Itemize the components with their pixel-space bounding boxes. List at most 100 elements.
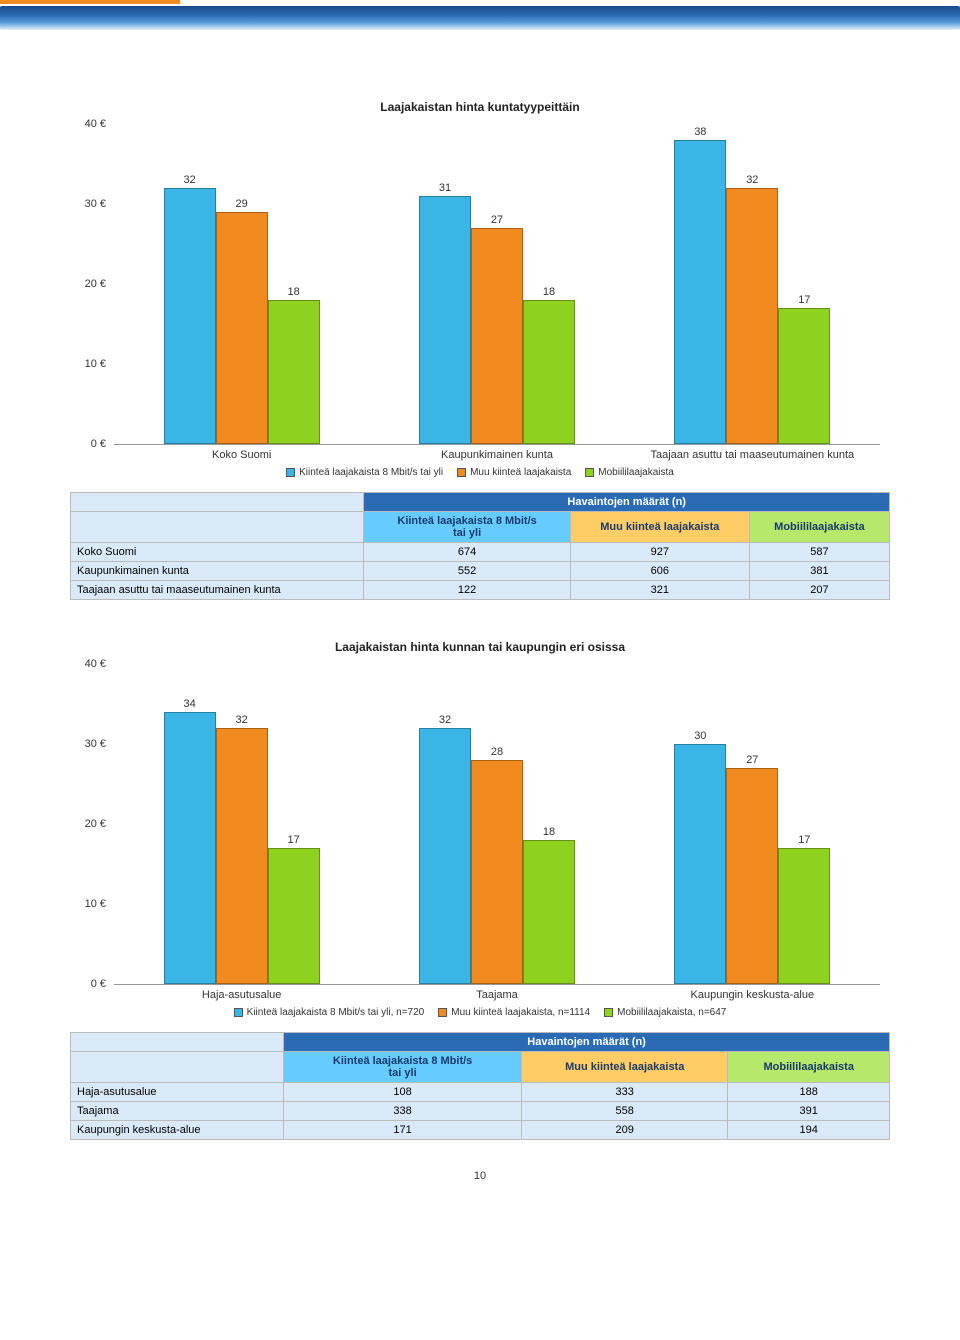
bar-group: 32 29 18 bbox=[114, 174, 369, 444]
legend-item: Kiinteä laajakaista 8 Mbit/s tai yli bbox=[286, 467, 443, 478]
bar-wrap: 18 bbox=[523, 826, 575, 984]
table-row-label: Koko Suomi bbox=[71, 543, 364, 562]
legend-item: Mobiililaajakaista bbox=[585, 467, 674, 478]
table-row-label: Haja-asutusalue bbox=[71, 1083, 284, 1102]
bar-wrap: 38 bbox=[674, 126, 726, 444]
table-row-label: Kaupunkimainen kunta bbox=[71, 562, 364, 581]
bar-group: 30 2717 bbox=[625, 730, 880, 984]
bar-value-label: 29 bbox=[236, 198, 248, 210]
x-label: Haja-asutusalue bbox=[114, 989, 369, 1001]
table-cell: 194 bbox=[728, 1121, 890, 1140]
bar bbox=[523, 300, 575, 444]
bar-group: 3127 18 bbox=[369, 182, 624, 444]
table-row-label: Kaupungin keskusta-alue bbox=[71, 1121, 284, 1140]
table-cell: 209 bbox=[522, 1121, 728, 1140]
table-corner bbox=[71, 1033, 284, 1052]
y-tick: 20 € bbox=[85, 278, 106, 290]
bar-value-label: 18 bbox=[288, 286, 300, 298]
bar bbox=[164, 712, 216, 984]
bar bbox=[471, 760, 523, 984]
legend-swatch bbox=[604, 1008, 613, 1017]
chart-1-plot: 32 29 18 3127 18 38 32 17 bbox=[114, 124, 880, 444]
table-cell: 606 bbox=[570, 562, 749, 581]
bar-wrap: 32 bbox=[726, 174, 778, 444]
table-cell: 674 bbox=[364, 543, 570, 562]
bar bbox=[216, 212, 268, 444]
bar-wrap: 32 bbox=[216, 714, 268, 984]
bar-value-label: 34 bbox=[184, 698, 196, 710]
bar-value-label: 18 bbox=[543, 286, 555, 298]
chart-2: Laajakaistan hinta kunnan tai kaupungin … bbox=[70, 640, 890, 1140]
bar bbox=[164, 188, 216, 444]
chart-2-legend: Kiinteä laajakaista 8 Mbit/s tai yli, n=… bbox=[70, 1007, 890, 1018]
table-cell: 171 bbox=[284, 1121, 522, 1140]
chart-1-xlabels: Koko SuomiKaupunkimainen kuntaTaajaan as… bbox=[114, 449, 880, 461]
legend-label: Kiinteä laajakaista 8 Mbit/s tai yli bbox=[299, 467, 443, 478]
chart-2-xlabels: Haja-asutusalueTaajamaKaupungin keskusta… bbox=[114, 989, 880, 1001]
table-cell: 108 bbox=[284, 1083, 522, 1102]
bar-wrap: 27 bbox=[726, 754, 778, 984]
chart-2-title: Laajakaistan hinta kunnan tai kaupungin … bbox=[70, 640, 890, 654]
bar-value-label: 32 bbox=[236, 714, 248, 726]
y-tick: 10 € bbox=[85, 898, 106, 910]
table-column-header: Muu kiinteä laajakaista bbox=[570, 512, 749, 543]
y-tick: 40 € bbox=[85, 118, 106, 130]
table-cell: 558 bbox=[522, 1102, 728, 1121]
bar-value-label: 17 bbox=[798, 294, 810, 306]
table-cell: 338 bbox=[284, 1102, 522, 1121]
bar bbox=[268, 848, 320, 984]
bar-wrap: 17 bbox=[268, 834, 320, 984]
x-label: Taajaan asuttu tai maaseutumainen kunta bbox=[625, 449, 880, 461]
bar-value-label: 18 bbox=[543, 826, 555, 838]
table-row: Haja-asutusalue108333188 bbox=[71, 1083, 890, 1102]
legend-swatch bbox=[234, 1008, 243, 1017]
x-label: Kaupunkimainen kunta bbox=[369, 449, 624, 461]
bar-wrap: 18 bbox=[268, 286, 320, 444]
legend-swatch bbox=[457, 468, 466, 477]
table-row: Kaupunkimainen kunta552606381 bbox=[71, 562, 890, 581]
bar-value-label: 30 bbox=[694, 730, 706, 742]
table-header-main: Havaintojen määrät (n) bbox=[364, 493, 890, 512]
table-cell: 333 bbox=[522, 1083, 728, 1102]
bar-group: 322818 bbox=[369, 714, 624, 984]
chart-1-frame: 0 €10 €20 €30 €40 € 322918312718383217 bbox=[114, 124, 880, 445]
table-cell: 188 bbox=[728, 1083, 890, 1102]
bar bbox=[726, 188, 778, 444]
table-column-header: Kiinteä laajakaista 8 Mbit/s tai yli bbox=[364, 512, 570, 543]
bar bbox=[216, 728, 268, 984]
table-2: Havaintojen määrät (n)Kiinteä laajakaist… bbox=[70, 1032, 890, 1140]
bar bbox=[778, 308, 830, 444]
bar-wrap: 31 bbox=[419, 182, 471, 444]
legend-item: Muu kiinteä laajakaista bbox=[457, 467, 571, 478]
bar bbox=[674, 140, 726, 444]
table-1: Havaintojen määrät (n)Kiinteä laajakaist… bbox=[70, 492, 890, 600]
bar-wrap: 27 bbox=[471, 214, 523, 444]
bar-value-label: 32 bbox=[746, 174, 758, 186]
y-tick: 40 € bbox=[85, 658, 106, 670]
legend-label: Muu kiinteä laajakaista bbox=[470, 467, 571, 478]
bar-wrap: 18 bbox=[523, 286, 575, 444]
table-column-header: Mobiililaajakaista bbox=[728, 1052, 890, 1083]
x-label: Koko Suomi bbox=[114, 449, 369, 461]
legend-swatch bbox=[585, 468, 594, 477]
bar bbox=[726, 768, 778, 984]
table-header-main: Havaintojen määrät (n) bbox=[284, 1033, 890, 1052]
table-cell: 122 bbox=[364, 581, 570, 600]
bar bbox=[419, 196, 471, 444]
table-row-label: Taajaan asuttu tai maaseutumainen kunta bbox=[71, 581, 364, 600]
bar-wrap: 32 bbox=[419, 714, 471, 984]
bar-wrap: 29 bbox=[216, 198, 268, 444]
chart-2-plot: 343217322818302717 bbox=[114, 664, 880, 984]
y-tick: 10 € bbox=[85, 358, 106, 370]
legend-label: Muu kiinteä laajakaista, n=1114 bbox=[451, 1007, 590, 1018]
table-cell: 391 bbox=[728, 1102, 890, 1121]
table-corner bbox=[71, 493, 364, 512]
bar-wrap: 17 bbox=[778, 834, 830, 984]
chart-1-yaxis: 0 €10 €20 €30 €40 € bbox=[70, 124, 110, 444]
bar-group: 38 32 17 bbox=[625, 126, 880, 444]
legend-item: Mobiililaajakaista, n=647 bbox=[604, 1007, 726, 1018]
bar-value-label: 32 bbox=[184, 174, 196, 186]
y-tick: 20 € bbox=[85, 818, 106, 830]
table-cell: 321 bbox=[570, 581, 749, 600]
table-column-header: Muu kiinteä laajakaista bbox=[522, 1052, 728, 1083]
